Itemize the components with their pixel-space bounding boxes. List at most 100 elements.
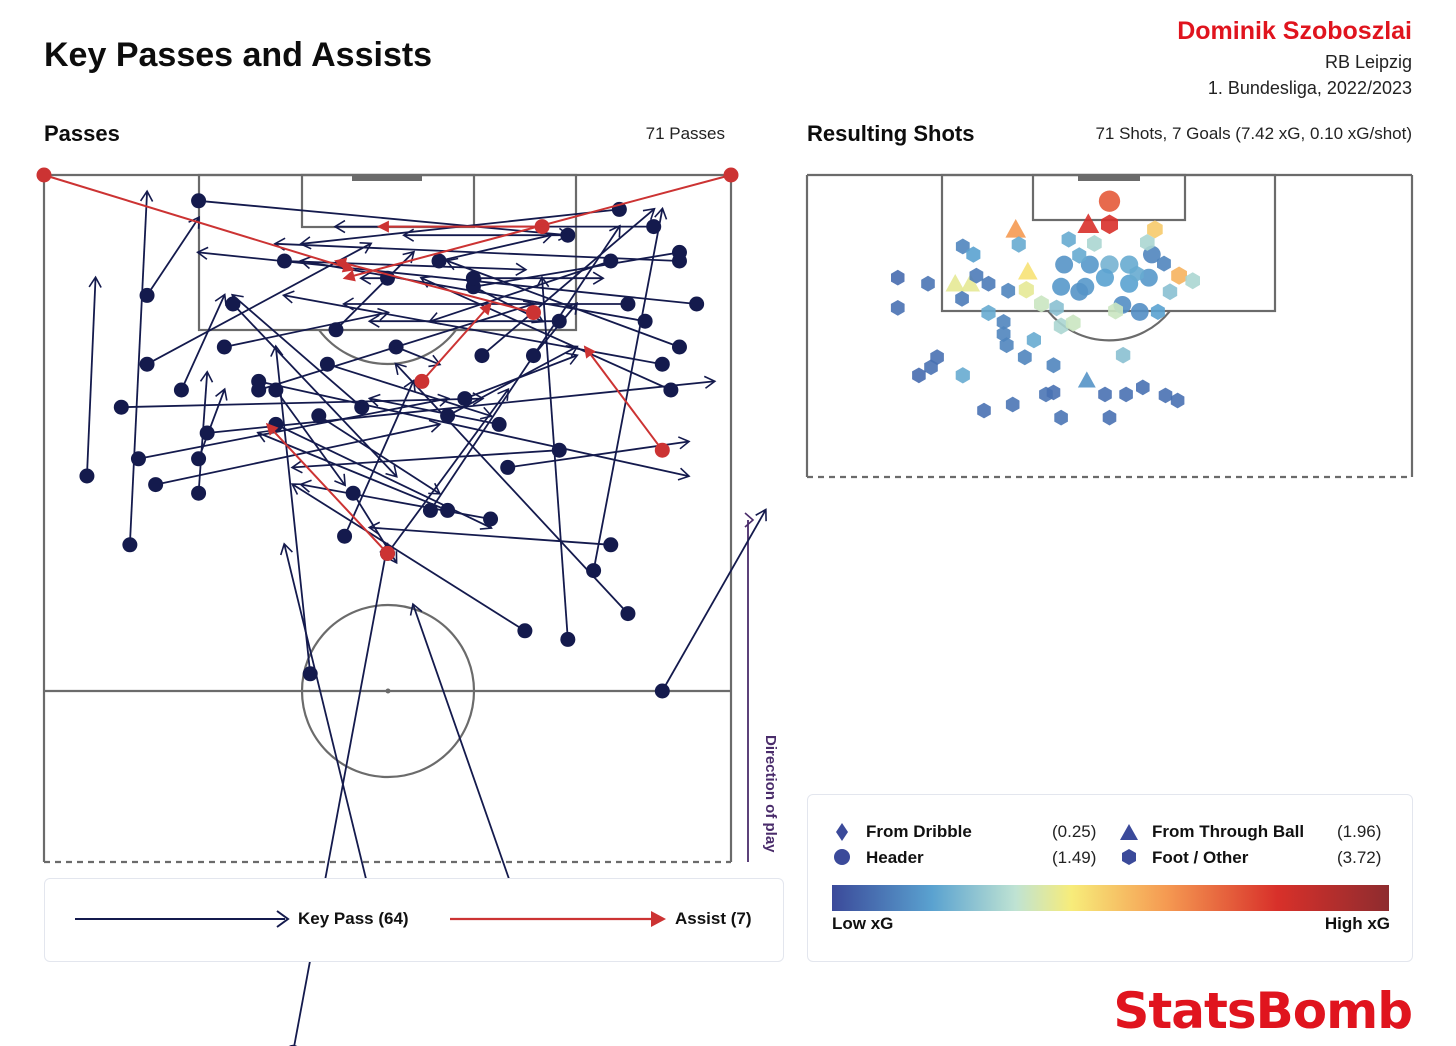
assist <box>342 167 739 282</box>
key-pass-origin <box>603 253 619 269</box>
key-pass-origin <box>474 348 490 364</box>
assist-legend-label: Assist (7) <box>675 909 752 928</box>
key-pass-line <box>155 419 442 486</box>
key-pass-line <box>279 542 380 933</box>
key-pass-origin <box>225 296 241 312</box>
key-pass-origin <box>122 537 138 553</box>
key-pass-origin <box>525 348 541 364</box>
key-pass-line <box>335 250 416 331</box>
assist-origin <box>414 373 430 389</box>
high-xg-label: High xG <box>1324 914 1390 933</box>
shot-through-ball <box>960 274 981 292</box>
key-pass-line <box>481 207 656 357</box>
shot-through-ball <box>1017 261 1038 280</box>
key-pass <box>251 300 536 398</box>
legend-from-dribble-label: From Dribble <box>866 822 972 841</box>
key-pass-line <box>258 380 691 481</box>
key-pass-origin <box>603 537 619 553</box>
shot-foot-other <box>924 359 938 376</box>
shot-foot-other <box>1157 255 1171 272</box>
key-pass <box>299 479 499 527</box>
assist-layer <box>36 167 739 561</box>
shot-foot-other <box>955 367 970 384</box>
key-pass-line <box>536 275 569 640</box>
key-pass-line <box>299 255 646 323</box>
shot-foot-other <box>1065 314 1081 332</box>
key-pass-origin <box>560 631 576 647</box>
shot-foot-other <box>1053 317 1069 335</box>
shot-foot-other <box>1115 346 1131 364</box>
key-pass <box>216 307 390 355</box>
key-pass-origin <box>620 606 636 622</box>
key-pass <box>288 542 393 1046</box>
key-pass-origin <box>620 296 636 312</box>
shot-foot-other <box>1017 349 1032 366</box>
assist-arrow-icon <box>651 911 666 927</box>
shots-pitch <box>805 173 1414 479</box>
key-pass-line <box>224 307 390 348</box>
assist <box>334 257 541 321</box>
shot-foot-other <box>1136 379 1150 396</box>
shot-header <box>1055 255 1074 274</box>
statsbomb-logo: StatsBomb <box>1113 982 1413 1040</box>
shot-foot-other <box>1171 266 1187 285</box>
shot-header <box>1070 282 1089 301</box>
key-pass-arrow-icon <box>276 910 290 928</box>
key-pass-line <box>395 346 442 368</box>
key-pass <box>428 253 619 325</box>
shot-foot-other <box>1001 282 1016 299</box>
assist-origin <box>723 167 739 183</box>
page-title: Key Passes and Assists <box>44 36 433 74</box>
key-pass-origin <box>130 451 146 467</box>
competition-name: 1. Bundesliga, 2022/2023 <box>1207 78 1412 98</box>
key-pass <box>536 275 576 647</box>
key-pass-origin <box>79 468 95 484</box>
direction-of-play: Direction of play <box>744 512 779 862</box>
key-pass-origin <box>139 287 155 303</box>
key-pass <box>470 244 687 292</box>
shot-foot-other <box>1170 392 1185 409</box>
shot-foot-other <box>1098 386 1112 403</box>
key-pass-line <box>532 302 579 357</box>
key-pass-origin <box>491 416 507 432</box>
pitch-penalty-arc <box>318 329 457 366</box>
shot-legend: From Dribble (0.25) Header (1.49) From T… <box>807 794 1413 962</box>
shot-header <box>1130 302 1149 321</box>
key-pass-line <box>146 215 200 296</box>
shot-through-ball <box>1077 371 1096 388</box>
assist <box>265 422 395 561</box>
key-pass-line <box>121 392 485 409</box>
shot-foot-other <box>955 290 969 307</box>
key-pass-line <box>128 189 154 545</box>
key-pass-origin <box>431 253 447 269</box>
key-pass <box>290 483 533 639</box>
key-pass-origin <box>302 666 318 682</box>
hexagon-icon <box>1122 849 1136 865</box>
pitch-penalty-box <box>197 173 578 332</box>
shot-foot-other <box>1158 387 1173 404</box>
shot-foot-other <box>955 238 970 255</box>
key-pass-origin <box>311 408 327 424</box>
key-pass-origin <box>440 502 456 518</box>
xg-color-scale <box>832 885 1389 911</box>
assist-origin <box>534 219 550 235</box>
shot-foot-other <box>1054 409 1068 426</box>
key-pass <box>654 508 767 699</box>
key-pass-line <box>299 479 491 520</box>
key-pass-line <box>275 389 347 487</box>
key-pass <box>328 250 416 338</box>
shot-foot-other <box>1026 331 1041 349</box>
diamond-icon <box>836 823 848 841</box>
shot-foot-other <box>1119 386 1133 403</box>
key-pass <box>311 408 442 495</box>
shot-foot-other <box>1162 283 1178 301</box>
key-pass <box>319 356 493 420</box>
key-pass-line <box>293 542 393 1046</box>
shot-foot-other <box>921 275 935 292</box>
key-pass <box>148 419 442 493</box>
shots-goal <box>1078 175 1140 181</box>
shot-legend-icons <box>834 823 1138 865</box>
low-xg-label: Low xG <box>832 914 894 933</box>
legend-foot-other-label: Foot / Other <box>1152 848 1249 867</box>
